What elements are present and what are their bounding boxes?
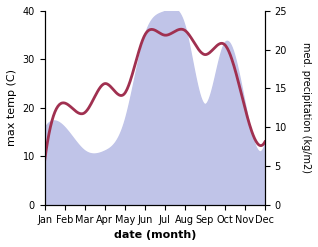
Y-axis label: max temp (C): max temp (C) — [7, 69, 17, 146]
Y-axis label: med. precipitation (kg/m2): med. precipitation (kg/m2) — [301, 42, 311, 173]
X-axis label: date (month): date (month) — [114, 230, 196, 240]
